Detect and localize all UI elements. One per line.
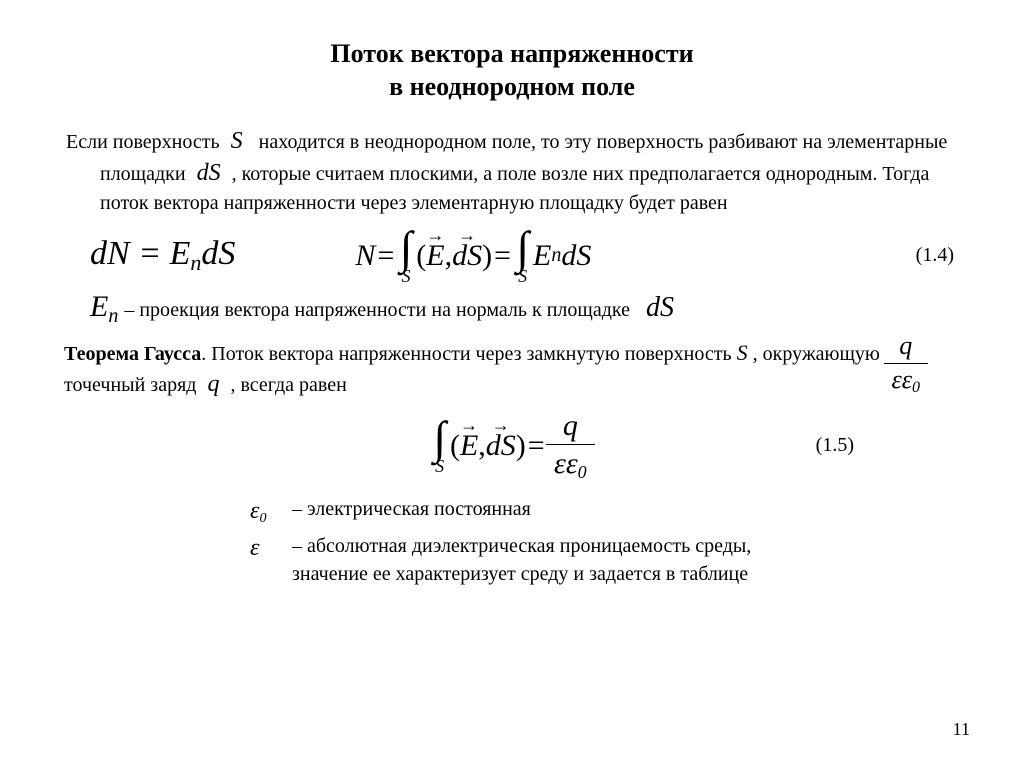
eq-a-ds: dS <box>201 235 235 272</box>
comma-2: , <box>478 429 486 463</box>
frac-num-q-r: q <box>899 331 912 360</box>
paren-open-1: ( <box>416 239 426 273</box>
equation-1-4-row: dN = EndS N = ∫ S ( →E , →dS ) = ∫ S End… <box>60 227 964 285</box>
vector-ds-2: →dS <box>486 429 516 463</box>
eq-b-en-e: E <box>533 239 551 273</box>
frac-num-q-c: q <box>563 409 578 442</box>
equation-1-5: ∫ S ( →E , →dS ) = q εε0 (1.5) <box>60 409 964 483</box>
equation-n-integral: N = ∫ S ( →E , →dS ) = ∫ S EndS <box>355 227 591 285</box>
integral-3: ∫ S <box>433 417 446 475</box>
eps0-sub: 0 <box>259 511 266 526</box>
gauss-s: S <box>737 340 748 365</box>
symbol-eps: ε <box>250 532 284 588</box>
paren-close-1: ) <box>482 239 492 273</box>
eq-b-eq1: = <box>375 239 395 273</box>
eq-a-equals: = <box>130 235 170 272</box>
int-limit-2: S <box>518 268 527 284</box>
paren-open-2: ( <box>450 429 460 463</box>
definitions-block: ε0 – электрическая постоянная ε – абсолю… <box>250 495 964 589</box>
frac-den-eps-c: ε <box>554 447 566 480</box>
title-line-1: Поток вектора напряженности <box>330 39 693 68</box>
definition-eps0: ε0 – электрическая постоянная <box>250 495 964 529</box>
eq-b-ds: dS <box>561 239 591 273</box>
equation-dn: dN = EndS <box>90 235 235 276</box>
symbol-eps0: ε0 <box>250 495 284 529</box>
vector-e-2: →E <box>460 429 478 463</box>
integral-2: ∫ S <box>516 227 529 285</box>
eq15-equals: = <box>526 429 546 463</box>
gauss-q: q <box>201 371 225 397</box>
definition-eps: ε – абсолютная диэлектрическая проницаем… <box>250 532 964 588</box>
eq-b-en-sub: n <box>551 244 561 267</box>
equation-number-1-4: (1.4) <box>916 244 964 267</box>
frac-den-eps-r: ε <box>892 365 902 394</box>
symbol-s: S <box>225 128 249 154</box>
eq-a-e: E <box>170 235 191 272</box>
en-sub: n <box>108 305 118 327</box>
gauss-label: Теорема Гаусса <box>64 343 201 365</box>
frac-den-eps0-c: ε <box>566 447 578 480</box>
eq-b-eq2: = <box>492 239 512 273</box>
vector-ds-1: →dS <box>452 239 482 273</box>
frac-den-sub-r: 0 <box>912 379 920 396</box>
int-limit-1: S <box>401 268 410 284</box>
eps-text-b: значение ее характеризует среду и задает… <box>292 563 748 585</box>
slide-page: Поток вектора напряженности в неоднородн… <box>0 0 1024 588</box>
symbol-ds: dS <box>191 160 227 186</box>
eq-a-sub: n <box>190 250 201 275</box>
int-limit-3: S <box>435 458 444 474</box>
gauss-text-a: . Поток вектора напряженности через замк… <box>201 343 731 365</box>
intro-paragraph: Если поверхность S находится в неоднород… <box>66 125 958 217</box>
page-number: 11 <box>953 719 970 740</box>
fraction-q-over-eps-center: q εε0 <box>546 409 595 483</box>
en-definition-line: En – проекция вектора напряженности на н… <box>90 290 964 328</box>
gauss-text-c: , всегда равен <box>230 374 346 396</box>
fraction-q-over-eps-right: q εε0 <box>884 332 929 396</box>
frac-den-eps0-r: ε <box>902 365 912 394</box>
paren-close-2: ) <box>516 429 526 463</box>
vector-e-1: →E <box>426 239 444 273</box>
en-text: – проекция вектора напряженности на норм… <box>124 299 630 322</box>
frac-den-sub-c: 0 <box>578 462 587 482</box>
eps-text-a: – абсолютная диэлектрическая проницаемос… <box>292 535 751 557</box>
gauss-theorem-paragraph: q εε0 Теорема Гаусса. Поток вектора напр… <box>64 338 934 400</box>
integral-1: ∫ S <box>400 227 413 285</box>
eq-b-n: N <box>355 239 375 273</box>
symbol-en: En <box>90 290 118 328</box>
symbol-ds-inline: dS <box>646 292 674 324</box>
eq-a-lhs: dN <box>90 235 130 272</box>
eps0-text: – электрическая постоянная <box>292 495 531 529</box>
equation-number-1-5: (1.5) <box>816 434 854 457</box>
title-line-2: в неоднородном поле <box>389 72 635 101</box>
en-e: E <box>90 290 108 323</box>
comma-1: , <box>445 239 453 273</box>
intro-text-a: Если поверхность <box>66 131 220 153</box>
page-title: Поток вектора напряженности в неоднородн… <box>60 38 964 103</box>
